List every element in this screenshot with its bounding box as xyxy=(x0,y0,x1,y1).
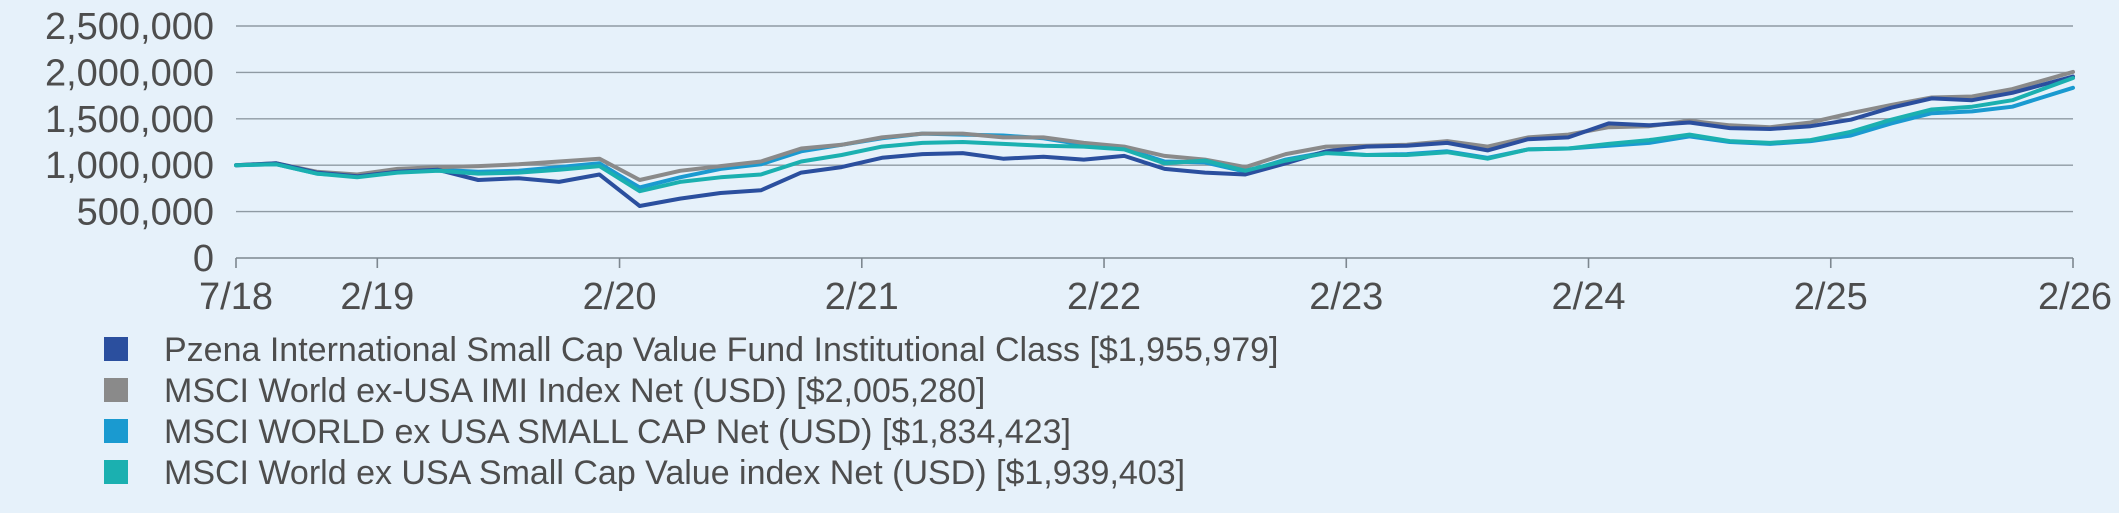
y-tick-label: 2,500,000 xyxy=(45,6,214,48)
legend-label: Pzena International Small Cap Value Fund… xyxy=(164,331,1279,369)
y-tick-label: 2,000,000 xyxy=(45,52,214,94)
x-tick-label: 2/24 xyxy=(1552,276,1626,318)
x-tick-label: 2/19 xyxy=(340,276,414,318)
legend-swatch xyxy=(104,337,128,361)
y-tick-label: 0 xyxy=(193,238,214,280)
legend-swatch xyxy=(104,378,128,402)
series-line xyxy=(234,69,2075,182)
series-line xyxy=(234,74,2075,208)
legend-label: MSCI WORLD ex USA SMALL CAP Net (USD) [$… xyxy=(164,413,1071,451)
legend-label: MSCI World ex-USA IMI Index Net (USD) [$… xyxy=(164,372,985,410)
gridlines xyxy=(236,25,2073,213)
legend-swatch xyxy=(104,460,128,484)
y-tick-label: 500,000 xyxy=(77,192,214,234)
y-tick-label: 1,500,000 xyxy=(45,99,214,141)
x-tick-label: 2/23 xyxy=(1309,276,1383,318)
series-lines xyxy=(234,69,2075,208)
legend-swatch xyxy=(104,419,128,443)
x-axis-tick-labels: 7/18 2/19 2/20 2/21 2/22 2/23 2/24 2/25 2/26 xyxy=(199,276,2112,318)
series-line xyxy=(234,76,2075,194)
x-tick-label: 2/26 xyxy=(2038,276,2112,318)
x-tick-label: 2/25 xyxy=(1794,276,1868,318)
legend-label: MSCI World ex USA Small Cap Value index … xyxy=(164,454,1185,492)
x-axis xyxy=(235,257,2074,268)
x-tick-label: 2/22 xyxy=(1067,276,1141,318)
legend: Pzena International Small Cap Value Fund… xyxy=(104,331,1279,492)
x-tick-label: 2/21 xyxy=(825,276,899,318)
x-tick-label: 2/20 xyxy=(583,276,657,318)
x-tick-label: 7/18 xyxy=(199,276,273,318)
y-tick-label: 1,000,000 xyxy=(45,145,214,187)
